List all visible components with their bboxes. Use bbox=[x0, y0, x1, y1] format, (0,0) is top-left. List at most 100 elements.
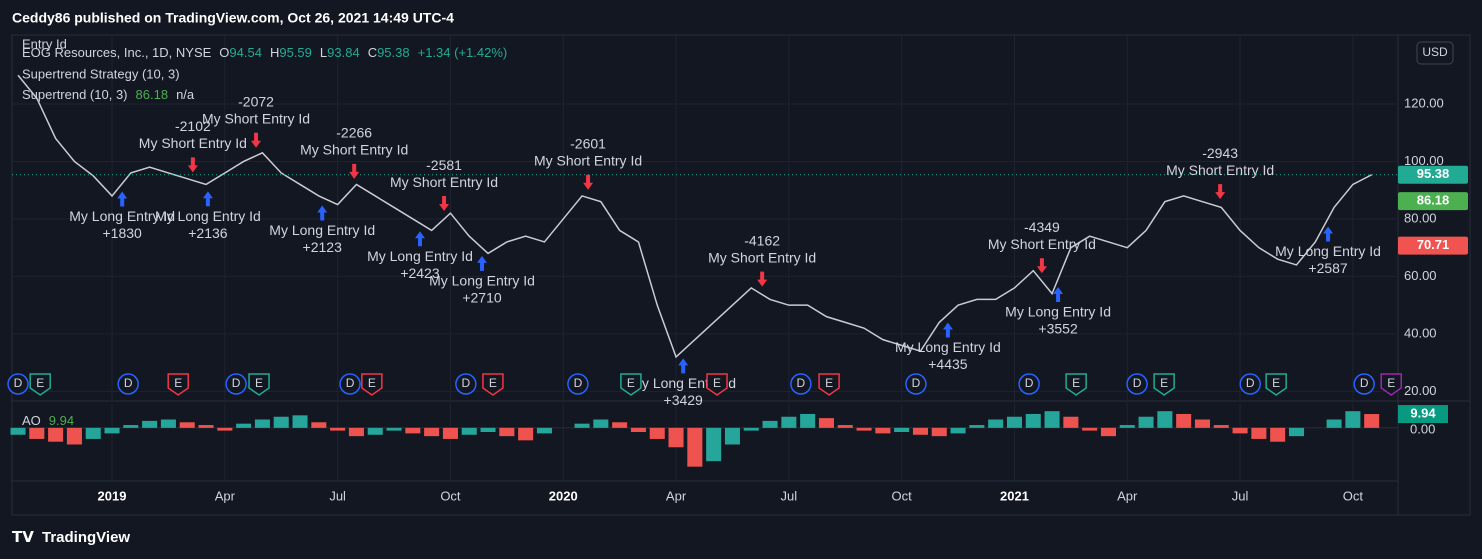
ao-bar bbox=[198, 425, 214, 428]
ao-bar bbox=[104, 427, 120, 434]
short-pnl: -2581 bbox=[426, 157, 462, 173]
ao-bar bbox=[160, 419, 176, 428]
ao-bar bbox=[856, 427, 872, 431]
event-label: D bbox=[574, 376, 583, 390]
symbol: EOG Resources, Inc., 1D, NYSE bbox=[22, 45, 212, 60]
ao-bar bbox=[837, 425, 853, 428]
currency-box[interactable] bbox=[1416, 41, 1454, 65]
event-label: E bbox=[1160, 376, 1168, 390]
x-tick-label: 2019 bbox=[98, 488, 127, 503]
long-label: My Long Entry Id bbox=[1005, 304, 1111, 320]
long-label: My Long Entry Id bbox=[269, 222, 375, 238]
ao-bar bbox=[668, 427, 684, 448]
x-tick-label: 2020 bbox=[549, 488, 578, 503]
ao-bar bbox=[85, 427, 101, 439]
short-arrow bbox=[757, 271, 768, 287]
event-label: E bbox=[174, 376, 182, 390]
ao-value: 9.94 bbox=[49, 413, 74, 428]
short-arrow bbox=[583, 174, 594, 190]
x-tick-label: Oct bbox=[1343, 488, 1364, 503]
short-arrow bbox=[251, 132, 262, 148]
ao-bar bbox=[1345, 411, 1361, 428]
dividend-badge bbox=[455, 373, 477, 395]
ao-bar bbox=[1364, 414, 1380, 428]
strategy-name: Supertrend Strategy (10, 3) bbox=[22, 66, 180, 81]
dividend-badge bbox=[1018, 373, 1040, 395]
ao-bar bbox=[66, 427, 82, 445]
long-pnl: +2136 bbox=[188, 225, 228, 241]
dividend-badge bbox=[1353, 373, 1375, 395]
long-arrow bbox=[414, 231, 425, 247]
event-label: D bbox=[1025, 376, 1034, 390]
short-pnl: -4349 bbox=[1024, 219, 1060, 235]
long-pnl: +2710 bbox=[462, 290, 502, 306]
ao-bar bbox=[480, 427, 496, 432]
indicator-legend: Supertrend (10, 3) 86.18 n/a bbox=[22, 87, 195, 102]
event-label: D bbox=[124, 376, 133, 390]
event-label: D bbox=[462, 376, 471, 390]
event-label: D bbox=[232, 376, 241, 390]
ao-bar bbox=[424, 427, 440, 437]
y-tick-label: 20.00 bbox=[1404, 383, 1437, 398]
earnings-badge bbox=[29, 373, 51, 396]
ao-bar bbox=[649, 427, 665, 439]
event-label: E bbox=[36, 376, 44, 390]
earnings-badge bbox=[482, 373, 504, 396]
ao-bar bbox=[518, 427, 534, 441]
currency: USD bbox=[1422, 45, 1448, 59]
long-pnl: +3429 bbox=[664, 392, 704, 408]
dividend-badge bbox=[567, 373, 589, 395]
earnings-badge bbox=[1065, 373, 1087, 396]
ao-bar bbox=[687, 427, 703, 467]
ao-bar bbox=[348, 427, 364, 437]
ao-bar bbox=[1063, 416, 1079, 428]
dividend-badge bbox=[225, 373, 247, 395]
indicator-name: Supertrend (10, 3) bbox=[22, 87, 128, 102]
event-label: E bbox=[627, 376, 635, 390]
long-pnl: +2423 bbox=[400, 265, 440, 281]
long-label: My Long Entry Id bbox=[1275, 243, 1381, 259]
ao-bar bbox=[1288, 427, 1304, 437]
event-label: E bbox=[255, 376, 263, 390]
ohlc-label: C bbox=[368, 45, 377, 60]
dividend-badge bbox=[790, 373, 812, 395]
ao-bar bbox=[499, 427, 515, 437]
ao-bar bbox=[1119, 425, 1135, 428]
long-arrow bbox=[1323, 226, 1334, 242]
earnings-badge bbox=[1380, 373, 1402, 396]
event-label: D bbox=[1133, 376, 1142, 390]
price-tag-label: 95.38 bbox=[1417, 166, 1450, 181]
y-tick-label: 80.00 bbox=[1404, 210, 1437, 225]
ao-bar bbox=[273, 416, 289, 428]
ao-bar bbox=[179, 422, 195, 428]
earnings-badge bbox=[620, 373, 642, 396]
ao-name: AO bbox=[22, 413, 41, 428]
ao-bar bbox=[29, 427, 45, 439]
ohlc-value: 93.84 bbox=[327, 45, 360, 60]
ao-bar bbox=[1326, 419, 1342, 428]
ao-bar bbox=[1194, 419, 1210, 428]
symbol-legend: EOG Resources, Inc., 1D, NYSE O94.54 H95.5… bbox=[22, 45, 507, 60]
ohlc-value: 94.54 bbox=[229, 45, 262, 60]
ao-bar bbox=[706, 427, 722, 462]
long-arrow bbox=[117, 191, 128, 207]
ohlc-label: H bbox=[270, 45, 279, 60]
short-label: My Short Entry Id bbox=[300, 142, 408, 158]
ao-bar bbox=[800, 413, 816, 428]
ao-bar bbox=[630, 427, 646, 432]
published: Ceddy86 published on TradingView.com, Oc… bbox=[12, 10, 454, 26]
long-arrow bbox=[942, 322, 953, 338]
ao-bar bbox=[292, 415, 308, 428]
short-label: My Short Entry Id bbox=[202, 110, 310, 126]
event-label: E bbox=[1072, 376, 1080, 390]
ao-bar bbox=[743, 427, 759, 431]
brand: TradingView bbox=[42, 529, 130, 546]
ao-bar bbox=[912, 427, 928, 435]
ohlc-label: O bbox=[219, 45, 229, 60]
ao-bar bbox=[10, 427, 26, 435]
ao-bar bbox=[593, 419, 609, 428]
ao-bar bbox=[612, 422, 628, 428]
ao-bar bbox=[988, 419, 1004, 428]
long-label: My Long Entry Id bbox=[429, 273, 535, 289]
